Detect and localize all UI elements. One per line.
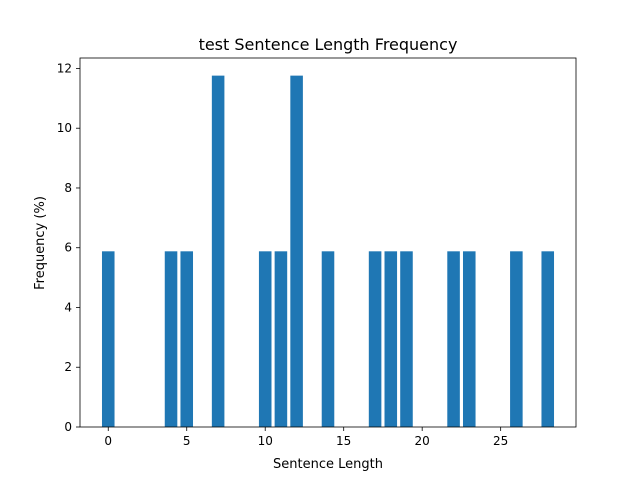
bar-18 bbox=[384, 251, 398, 427]
chart-title: test Sentence Length Frequency bbox=[199, 35, 458, 54]
y-tick-label-12: 12 bbox=[57, 61, 72, 75]
bar-5 bbox=[180, 251, 194, 427]
bar-23 bbox=[462, 251, 476, 427]
bar-11 bbox=[274, 251, 288, 427]
y-axis-ticks: 0 2 4 6 8 10 12 bbox=[57, 61, 80, 434]
x-tick-label-0: 0 bbox=[104, 434, 112, 448]
x-tick-label-10: 10 bbox=[258, 434, 273, 448]
bars-group bbox=[101, 75, 555, 427]
x-axis-label: Sentence Length bbox=[273, 457, 383, 472]
y-tick-label-10: 10 bbox=[57, 121, 72, 135]
bar-26 bbox=[510, 251, 523, 427]
bar-7 bbox=[211, 75, 225, 427]
y-tick-label-6: 6 bbox=[64, 241, 72, 255]
x-tick-label-20: 20 bbox=[415, 434, 430, 448]
y-tick-label-0: 0 bbox=[64, 420, 72, 434]
bar-17 bbox=[368, 251, 382, 427]
y-axis-label: Frequency (%) bbox=[33, 196, 48, 290]
bar-10 bbox=[258, 251, 272, 427]
x-tick-label-25: 25 bbox=[493, 434, 508, 448]
bar-12 bbox=[290, 75, 303, 427]
y-tick-label-4: 4 bbox=[64, 300, 72, 314]
y-tick-label-8: 8 bbox=[64, 181, 72, 195]
bar-19 bbox=[400, 251, 413, 427]
bar-28 bbox=[541, 251, 555, 427]
x-tick-label-15: 15 bbox=[336, 434, 351, 448]
x-tick-label-5: 5 bbox=[183, 434, 191, 448]
bar-0 bbox=[101, 251, 115, 427]
x-axis-ticks: 0 5 10 15 20 25 bbox=[104, 427, 508, 448]
plot-frame bbox=[79, 57, 577, 428]
bar-14 bbox=[321, 251, 335, 427]
bar-22 bbox=[447, 251, 460, 427]
y-tick-label-2: 2 bbox=[64, 360, 72, 374]
bar-4 bbox=[164, 251, 178, 427]
